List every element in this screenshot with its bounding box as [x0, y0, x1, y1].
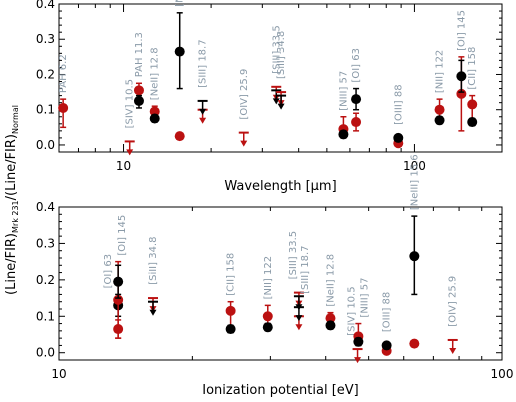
plot-frame	[58, 3, 503, 153]
y-tick-label: 0.4	[36, 200, 55, 214]
red-point	[325, 313, 336, 324]
line-label: PAH 11.3	[134, 32, 145, 77]
y-tick-label: 0.4	[36, 0, 55, 11]
x-tick-label: 100	[491, 367, 514, 381]
line-label: [OI] 63	[351, 48, 362, 83]
ylabel-part-2: /(Line/FIR)	[4, 134, 19, 200]
red-point	[174, 131, 185, 142]
x-tick-label: 10	[116, 159, 131, 173]
red-point	[434, 104, 445, 115]
black-point	[409, 251, 420, 262]
line-label: [SIV] 10.5	[125, 79, 136, 128]
line-label: [SiII] 34.8	[148, 237, 159, 285]
black-point	[262, 322, 273, 333]
black-limit-arrow	[199, 108, 207, 115]
black-point	[467, 117, 478, 128]
line-label: [NeIII] 15.6	[409, 154, 420, 210]
line-label: [CII] 158	[467, 47, 478, 90]
black-point	[351, 94, 362, 105]
line-label: [CII] 158	[226, 253, 237, 296]
x-tick-label: 10	[51, 367, 66, 381]
black-point	[149, 113, 160, 124]
line-label: [OIV] 25.9	[239, 69, 250, 120]
line-label: [OIII] 88	[393, 84, 404, 124]
black-point	[133, 95, 144, 106]
ylabel-sub-1: Mrk 231	[11, 200, 20, 233]
line-label: [SIII] 33.5	[271, 25, 282, 73]
black-limit-arrow	[295, 315, 303, 322]
red-limit-arrow	[354, 357, 362, 364]
plot-frame	[58, 206, 503, 361]
red-point	[351, 117, 362, 128]
line-label: [SIII] 18.7	[300, 245, 311, 293]
red-limit-arrow	[295, 324, 303, 331]
line-label: [OI] 145	[117, 215, 128, 256]
black-point	[338, 129, 349, 140]
shared-y-axis-label: (Line/FIR)Mrk 231/(Line/FIR)Normal	[4, 105, 20, 295]
y-tick-label: 0.2	[36, 273, 55, 287]
red-point	[225, 305, 236, 316]
y-tick-label: 0.3	[36, 236, 55, 250]
line-label: [SIII] 33.5	[288, 231, 299, 279]
line-label: [SIV] 10.5	[347, 286, 358, 335]
line-label: [NII] 122	[435, 50, 446, 93]
red-point	[262, 311, 273, 322]
black-limit-arrow	[149, 309, 157, 316]
red-limit-arrow	[199, 117, 207, 124]
line-label: [NIII] 57	[359, 278, 370, 318]
line-label: [NeII] 15.6	[175, 0, 186, 7]
black-point	[325, 320, 336, 331]
y-tick-label: 0.0	[36, 138, 55, 152]
ylabel-sub-2: Normal	[11, 105, 20, 134]
y-tick-label: 0.3	[36, 32, 55, 46]
wavelength-panel: 0.0 0.1 0.2 0.3 0.4 10 100 Wavelength [μm] PAH 6…	[36, 0, 503, 194]
line-label: [OI] 63	[103, 254, 114, 289]
red-point	[58, 102, 69, 113]
y-tick-label: 0.1	[36, 103, 55, 117]
ionization-panel: 0.0 0.1 0.2 0.3 0.4 10 100 Ionization potential…	[36, 154, 514, 398]
line-label: [NIII] 57	[338, 71, 349, 111]
x-axis-label: Ionization potential [eV]	[202, 383, 358, 398]
black-point	[353, 336, 364, 347]
line-label: [OIII] 88	[382, 292, 393, 332]
black-point	[456, 71, 467, 82]
y-tick-label: 0.2	[36, 67, 55, 81]
ylabel-part-1: (Line/FIR)	[4, 233, 19, 295]
red-point	[133, 85, 144, 96]
red-limit-arrow	[240, 140, 248, 147]
x-tick-label: 100	[403, 159, 426, 173]
line-label: [OI] 145	[456, 10, 467, 51]
red-point	[467, 99, 478, 110]
line-label: [NeII] 12.8	[150, 47, 161, 100]
line-label: [OIV] 25.9	[448, 276, 459, 327]
red-limit-arrow	[449, 347, 457, 354]
line-label: [SiII] 34.8	[276, 31, 287, 79]
black-point	[174, 46, 185, 57]
black-point	[393, 132, 404, 143]
red-limit-arrow	[126, 149, 134, 156]
y-tick-label: 0.0	[36, 346, 55, 360]
black-point	[113, 276, 124, 287]
line-label: [NeII] 12.8	[325, 254, 336, 307]
black-point	[434, 115, 445, 126]
black-point	[225, 324, 236, 335]
red-point	[149, 106, 160, 117]
black-limit-arrow	[272, 98, 280, 105]
line-label: PAH 6.2	[58, 54, 69, 93]
black-point	[381, 340, 392, 351]
red-point	[409, 338, 420, 349]
black-limit-arrow	[277, 103, 285, 110]
line-label: [NII] 122	[263, 256, 274, 299]
line-label: [SIII] 18.7	[198, 39, 209, 87]
x-axis-label: Wavelength [μm]	[224, 179, 336, 194]
y-tick-label: 0.1	[36, 309, 55, 323]
